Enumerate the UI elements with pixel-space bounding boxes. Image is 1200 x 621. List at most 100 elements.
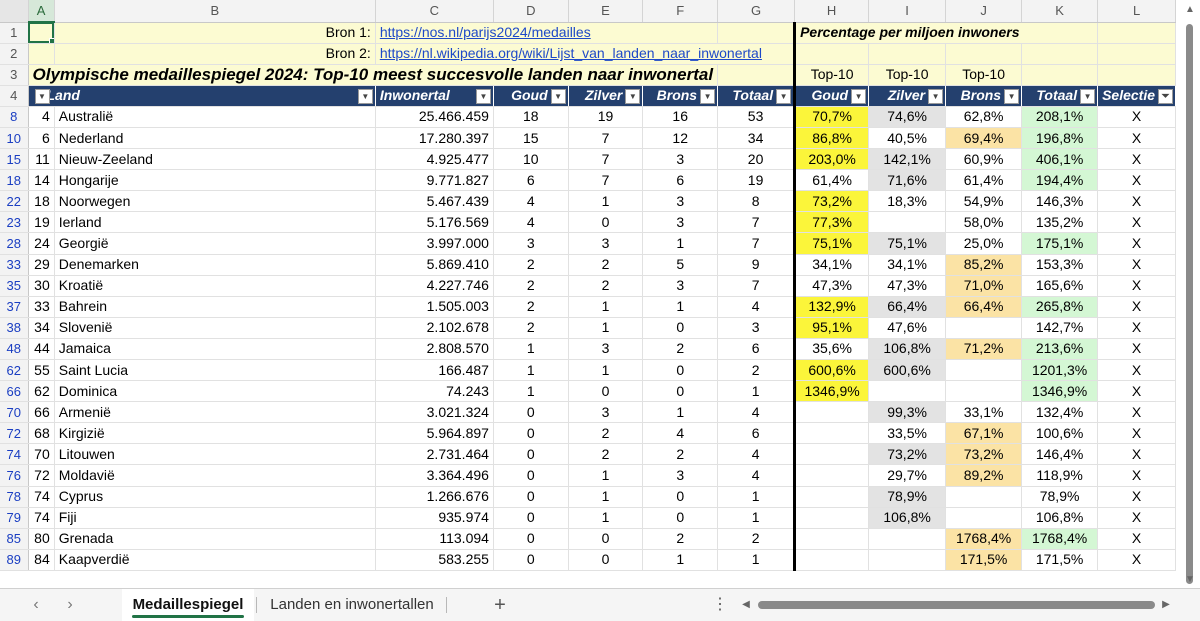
totaal-cell[interactable]: 6 (717, 422, 797, 445)
inwonertal-cell[interactable]: 3.021.324 (375, 401, 494, 424)
row-header[interactable]: 33 (0, 254, 29, 276)
pct-zilver-cell[interactable]: 99,3% (868, 401, 947, 424)
totaal-cell[interactable]: 19 (717, 169, 797, 192)
totaal-cell[interactable]: 1 (717, 486, 797, 508)
pct-goud-cell[interactable] (794, 422, 870, 445)
selectie-cell[interactable]: X (1097, 106, 1177, 128)
pct-zilver-cell[interactable]: 66,4% (868, 296, 947, 318)
land-cell[interactable]: Jamaica (54, 338, 376, 361)
zilver-cell[interactable]: 3 (568, 232, 644, 255)
brons-cell[interactable]: 1 (642, 296, 719, 318)
filter-dropdown-icon[interactable]: ▼ (475, 88, 491, 104)
goud-cell[interactable]: 0 (493, 464, 569, 487)
pct-zilver-cell[interactable]: 71,6% (868, 169, 947, 192)
rank-cell[interactable]: 74 (28, 507, 55, 529)
row-header[interactable]: 1 (0, 22, 29, 44)
sheet-tab-landen[interactable]: Landen en inwonertallen (262, 589, 442, 621)
pct-goud-cell[interactable]: 1346,9% (794, 380, 870, 403)
brons-cell[interactable]: 6 (642, 169, 719, 192)
pct-brons-cell[interactable] (945, 486, 1023, 508)
selectie-cell[interactable]: X (1097, 464, 1177, 487)
header-pct-totaal[interactable]: Totaal ▼ (1021, 85, 1099, 107)
inwonertal-cell[interactable]: 74.243 (375, 380, 494, 403)
land-cell[interactable]: Georgië (54, 232, 376, 255)
pct-zilver-cell[interactable]: 29,7% (868, 464, 947, 487)
totaal-cell[interactable]: 8 (717, 190, 797, 213)
inwonertal-cell[interactable]: 17.280.397 (375, 127, 494, 150)
row-header[interactable]: 72 (0, 422, 29, 445)
inwonertal-cell[interactable]: 4.227.746 (375, 275, 494, 297)
selectie-cell[interactable]: X (1097, 317, 1177, 339)
zilver-cell[interactable]: 1 (568, 296, 644, 318)
pct-goud-cell[interactable]: 77,3% (794, 211, 870, 234)
brons-cell[interactable]: 1 (642, 401, 719, 424)
selectie-cell[interactable]: X (1097, 232, 1177, 255)
row-header[interactable]: 78 (0, 486, 29, 508)
cell[interactable] (1097, 64, 1177, 86)
column-header[interactable]: J (945, 0, 1023, 23)
plus-icon[interactable]: + (494, 594, 506, 616)
zilver-cell[interactable]: 1 (568, 359, 644, 382)
rank-cell[interactable]: 44 (28, 338, 55, 361)
zilver-cell[interactable]: 1 (568, 486, 644, 508)
pct-zilver-cell[interactable]: 78,9% (868, 486, 947, 508)
pct-brons-cell[interactable] (945, 317, 1023, 339)
selectie-cell[interactable]: X (1097, 254, 1177, 276)
pct-brons-cell[interactable]: 69,4% (945, 127, 1023, 150)
inwonertal-cell[interactable]: 166.487 (375, 359, 494, 382)
cell[interactable] (28, 43, 55, 65)
pct-zilver-cell[interactable]: 106,8% (868, 507, 947, 529)
cell[interactable] (1097, 43, 1177, 65)
goud-cell[interactable]: 2 (493, 296, 569, 318)
pct-totaal-cell[interactable]: 171,5% (1021, 549, 1099, 571)
goud-cell[interactable]: 0 (493, 486, 569, 508)
vertical-scrollbar[interactable]: ▲ ▼ (1180, 0, 1200, 588)
row-header[interactable]: 23 (0, 211, 29, 234)
row-header[interactable]: 85 (0, 528, 29, 550)
pct-goud-cell[interactable] (794, 507, 870, 529)
zilver-cell[interactable]: 1 (568, 464, 644, 487)
zilver-cell[interactable]: 0 (568, 211, 644, 234)
row-header[interactable]: 28 (0, 232, 29, 255)
pct-brons-cell[interactable]: 67,1% (945, 422, 1023, 445)
cell[interactable] (717, 64, 797, 86)
header-totaal[interactable]: Totaal ▼ (717, 85, 797, 107)
selectie-cell[interactable]: X (1097, 507, 1177, 529)
zilver-cell[interactable]: 7 (568, 148, 644, 171)
brons-cell[interactable]: 2 (642, 338, 719, 361)
pct-totaal-cell[interactable]: 100,6% (1021, 422, 1099, 445)
rank-cell[interactable]: 6 (28, 127, 55, 150)
zilver-cell[interactable]: 0 (568, 549, 644, 571)
totaal-cell[interactable]: 1 (717, 549, 797, 571)
totaal-cell[interactable]: 1 (717, 507, 797, 529)
land-cell[interactable]: Hongarije (54, 169, 376, 192)
brons-cell[interactable]: 3 (642, 148, 719, 171)
rank-cell[interactable]: 84 (28, 549, 55, 571)
bron2-link[interactable]: https://nl.wikipedia.org/wiki/Lijst_van_… (375, 43, 797, 65)
selectie-cell[interactable]: X (1097, 275, 1177, 297)
pct-totaal-cell[interactable]: 146,4% (1021, 443, 1099, 466)
pct-brons-cell[interactable] (945, 359, 1023, 382)
pct-zilver-cell[interactable]: 40,5% (868, 127, 947, 150)
cell[interactable] (1021, 43, 1099, 65)
selectie-cell[interactable]: X (1097, 422, 1177, 445)
land-cell[interactable]: Kirgizië (54, 422, 376, 445)
land-cell[interactable]: Saint Lucia (54, 359, 376, 382)
rank-cell[interactable]: 66 (28, 401, 55, 424)
header-zilver[interactable]: Zilver ▼ (568, 85, 644, 107)
brons-cell[interactable]: 0 (642, 507, 719, 529)
column-header[interactable]: H (794, 0, 870, 23)
pct-totaal-cell[interactable]: 1346,9% (1021, 380, 1099, 403)
goud-cell[interactable]: 15 (493, 127, 569, 150)
land-cell[interactable]: Nederland (54, 127, 376, 150)
pct-totaal-cell[interactable]: 213,6% (1021, 338, 1099, 361)
pct-zilver-cell[interactable] (868, 380, 947, 403)
pct-goud-cell[interactable]: 600,6% (794, 359, 870, 382)
pct-totaal-cell[interactable]: 265,8% (1021, 296, 1099, 318)
selectie-cell[interactable]: X (1097, 338, 1177, 361)
scroll-down-icon[interactable]: ▼ (1185, 574, 1195, 585)
chevron-right-icon[interactable]: › (67, 596, 73, 613)
pct-totaal-cell[interactable]: 142,7% (1021, 317, 1099, 339)
totaal-cell[interactable]: 53 (717, 106, 797, 128)
filter-dropdown-icon[interactable]: ▼ (550, 88, 566, 104)
